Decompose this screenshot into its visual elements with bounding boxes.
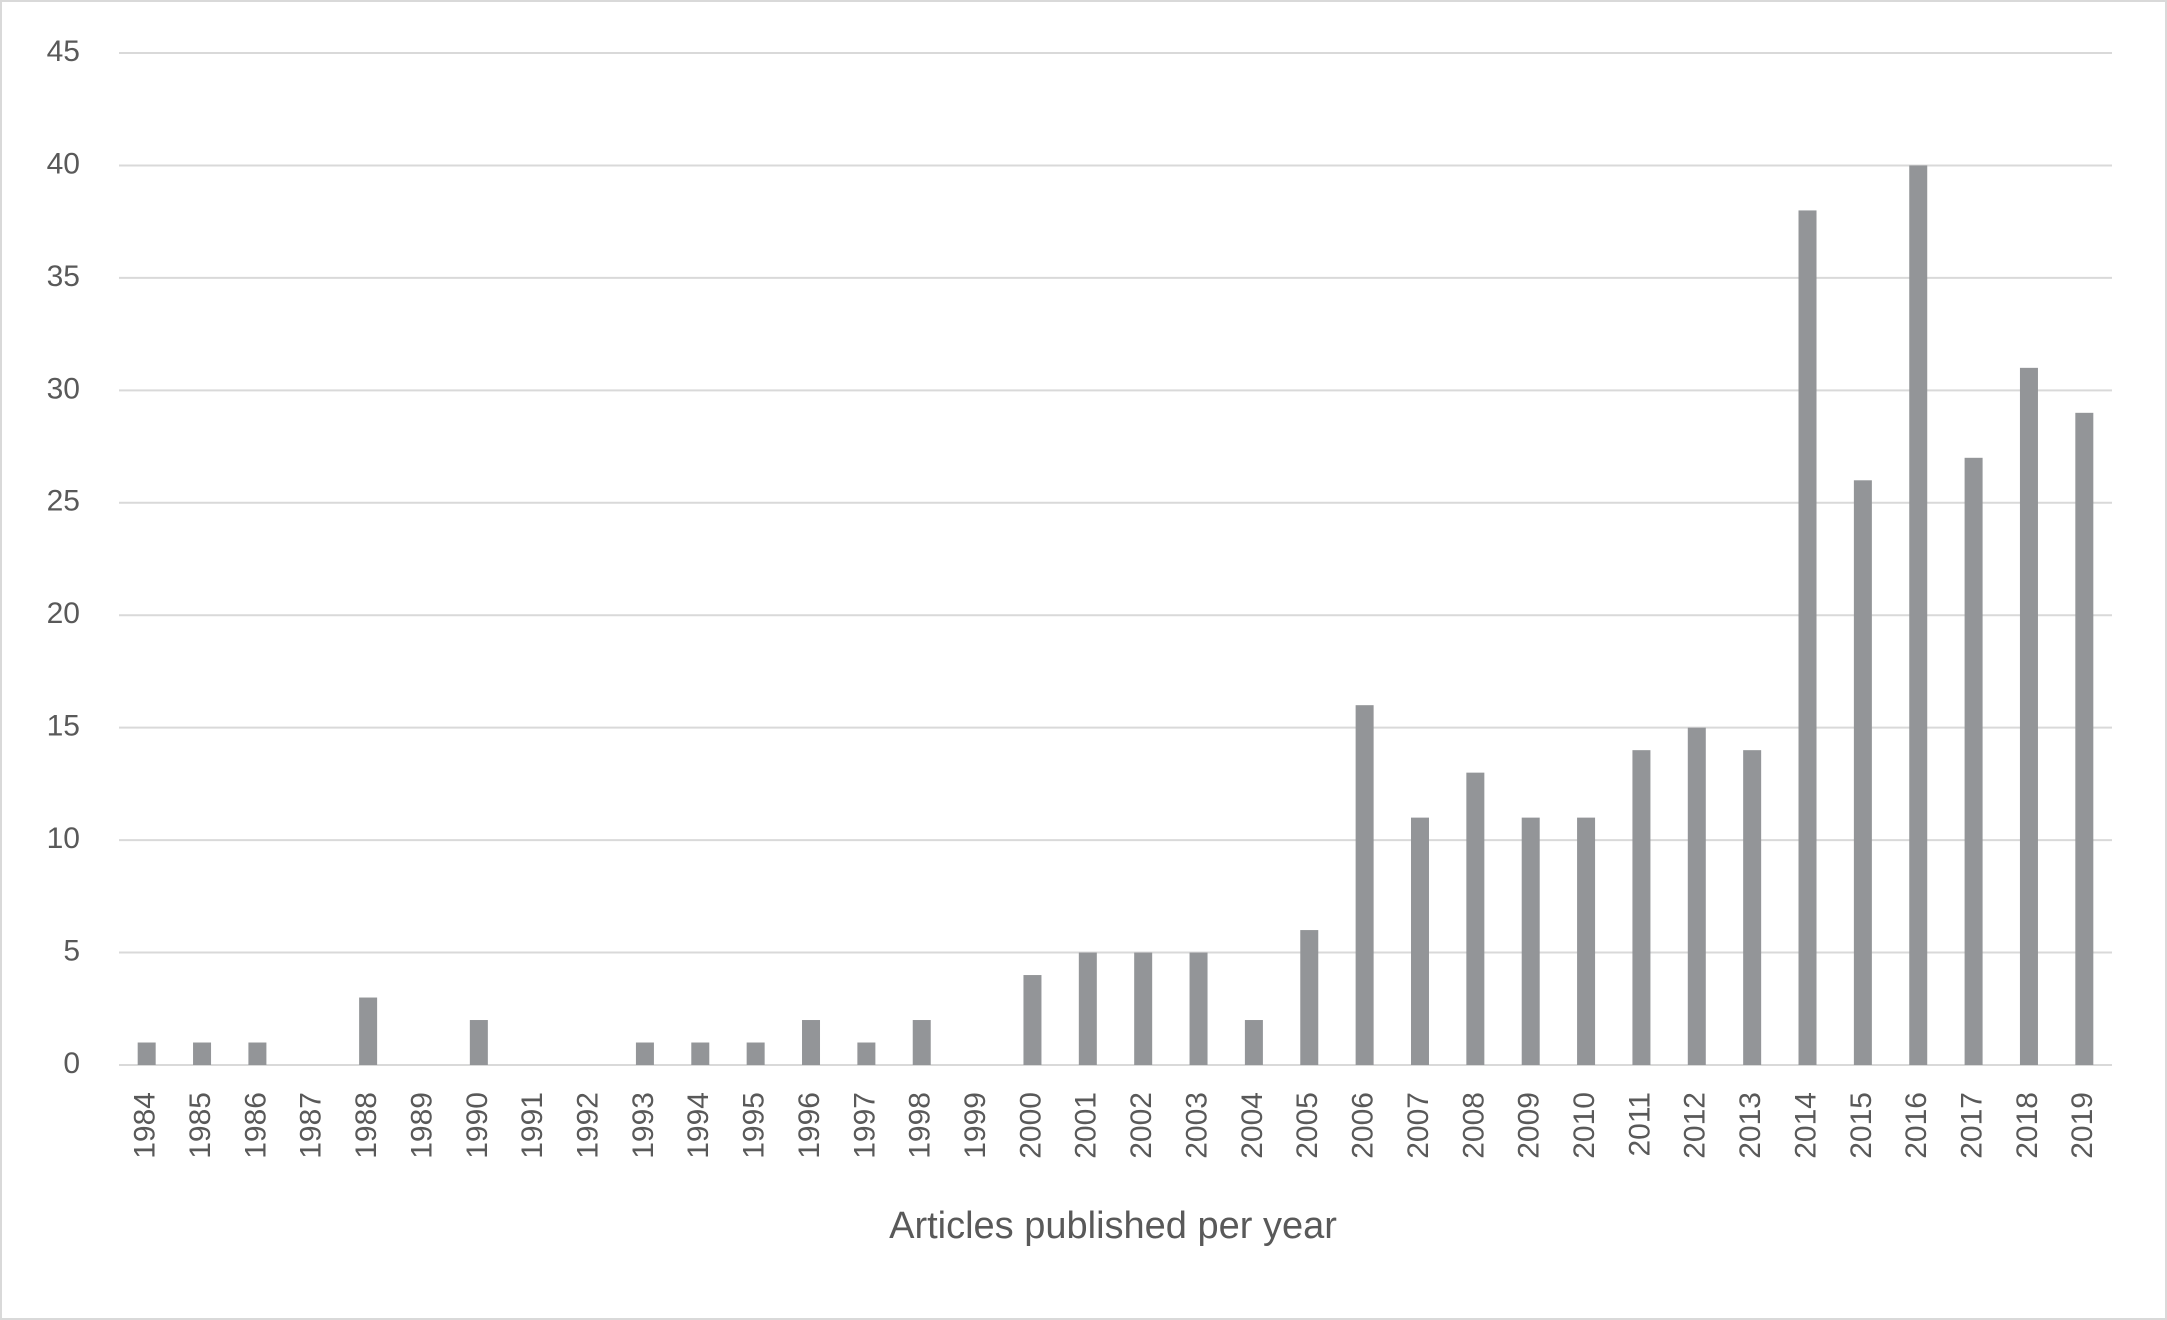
x-tick-label: 1987	[295, 1092, 328, 1159]
bar	[746, 1042, 765, 1065]
bar	[137, 1042, 156, 1065]
x-tick-label: 2015	[1845, 1092, 1878, 1159]
bar	[1023, 975, 1042, 1065]
bar	[193, 1042, 212, 1065]
bar	[1632, 750, 1651, 1065]
y-tick-label: 45	[47, 35, 80, 68]
bar	[1577, 817, 1596, 1065]
bar	[802, 1020, 821, 1065]
x-tick-label: 2014	[1789, 1092, 1822, 1159]
x-tick-label: 1988	[350, 1092, 383, 1159]
x-tick-label: 2000	[1014, 1092, 1047, 1159]
y-tick-label: 25	[47, 485, 80, 518]
x-tick-label: 2002	[1125, 1092, 1158, 1159]
bar	[1909, 165, 1928, 1065]
x-tick-label: 1998	[904, 1092, 937, 1159]
x-tick-label: 2017	[1956, 1092, 1989, 1159]
x-tick-label: 2001	[1070, 1092, 1103, 1159]
bar	[912, 1020, 931, 1065]
bar	[1134, 952, 1153, 1065]
x-tick-label: 2006	[1347, 1092, 1380, 1159]
x-tick-label: 1986	[239, 1092, 272, 1159]
bar	[1853, 480, 1872, 1065]
x-axis-title: Articles published per year	[889, 1205, 1337, 1247]
x-tick-label: 2007	[1402, 1092, 1435, 1159]
x-tick-label: 2013	[1734, 1092, 1767, 1159]
y-tick-label: 20	[47, 597, 80, 630]
x-tick-label: 2018	[2011, 1092, 2044, 1159]
x-tick-label: 1999	[959, 1092, 992, 1159]
x-tick-label: 1992	[571, 1092, 604, 1159]
y-tick-label: 40	[47, 147, 80, 180]
x-tick-label: 1984	[129, 1092, 162, 1159]
bar	[2075, 412, 2094, 1065]
y-tick-label: 15	[47, 710, 80, 743]
bar	[1521, 817, 1540, 1065]
bar	[635, 1042, 654, 1065]
bar	[1687, 727, 1706, 1065]
bar	[1244, 1020, 1263, 1065]
y-tick-label: 5	[63, 934, 80, 967]
x-tick-label: 1995	[738, 1092, 771, 1159]
bar	[469, 1020, 488, 1065]
x-tick-label: 2004	[1236, 1092, 1269, 1159]
x-tick-label: 1994	[682, 1092, 715, 1159]
bar	[1798, 210, 1817, 1065]
x-tick-label: 1990	[461, 1092, 494, 1159]
x-tick-label: 2005	[1291, 1092, 1324, 1159]
x-tick-label: 2012	[1679, 1092, 1712, 1159]
bar	[1964, 457, 1983, 1065]
bar	[691, 1042, 710, 1065]
y-tick-label: 35	[47, 260, 80, 293]
bar	[1078, 952, 1097, 1065]
x-tick-label: 1985	[184, 1092, 217, 1159]
y-tick-label: 30	[47, 372, 80, 405]
bar	[1355, 705, 1374, 1065]
y-tick-label: 0	[63, 1047, 80, 1080]
y-tick-label: 10	[47, 822, 80, 855]
x-tick-label: 2019	[2066, 1092, 2099, 1159]
x-tick-label: 1993	[627, 1092, 660, 1159]
bar	[1300, 930, 1319, 1065]
x-tick-label: 1989	[405, 1092, 438, 1159]
bar	[1189, 952, 1208, 1065]
bar	[1410, 817, 1429, 1065]
bar	[1466, 772, 1485, 1065]
bar	[857, 1042, 876, 1065]
bar	[1743, 750, 1762, 1065]
bar	[359, 997, 378, 1065]
x-tick-label: 2011	[1623, 1092, 1656, 1157]
bar	[248, 1042, 267, 1065]
x-tick-label: 2016	[1900, 1092, 1933, 1159]
x-tick-label: 2008	[1457, 1092, 1490, 1159]
x-tick-label: 2003	[1180, 1092, 1213, 1159]
x-tick-label: 1997	[848, 1092, 881, 1159]
x-tick-label: 2010	[1568, 1092, 1601, 1159]
x-tick-label: 1991	[516, 1092, 549, 1159]
bar	[2019, 367, 2038, 1065]
x-tick-label: 1996	[793, 1092, 826, 1159]
x-tick-label: 2009	[1513, 1092, 1546, 1159]
